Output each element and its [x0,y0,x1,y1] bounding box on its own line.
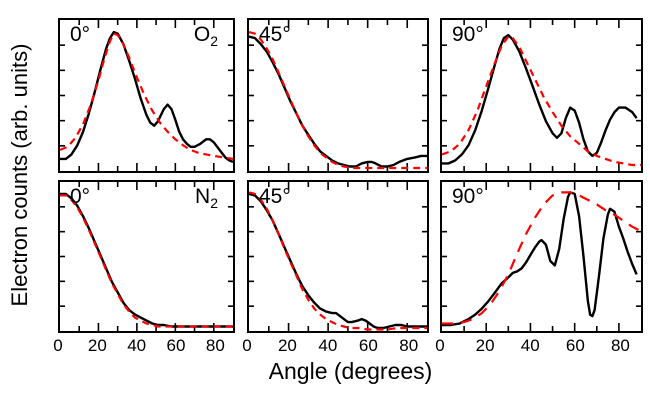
n2-0deg-theory-curve [60,194,233,328]
orientation-label: 45° [259,23,291,46]
orientation-label: 0° [70,23,91,46]
panel-o2-45deg: 45° [247,18,429,173]
plot-area-o2-0deg [60,20,233,171]
panel-n2-45deg: 45° [247,180,429,333]
orientation-label: 90° [452,185,484,208]
x-tick-label: 20 [475,336,495,355]
n2-45deg-theory-curve [249,191,427,331]
n2-90deg-experiment-curve [442,191,638,327]
plot-area-n2-90deg [442,182,641,331]
panel-n2-90deg: 90° [440,180,643,333]
plot-area-n2-0deg [60,182,233,331]
n2-0deg-experiment-curve [60,192,233,328]
x-tick-label: 40 [127,336,147,355]
n2-45deg-experiment-curve [249,192,427,330]
x-tick-label: 20 [87,336,107,355]
x-tick-labels-col2: 0 20 40 60 80 [242,336,429,355]
panel-o2-90deg: 90° [440,18,643,173]
x-tick-labels-col1: 0 20 40 60 80 [53,336,235,355]
o2-45deg-theory-curve [249,31,427,170]
plot-area-o2-90deg [442,20,641,171]
panel-n2-0deg: 0° N2 [58,180,235,333]
n2-90deg-theory-curve [442,191,641,325]
x-tick-label: 80 [205,336,225,355]
o2-0deg-experiment-curve [60,30,233,164]
o2-90deg-experiment-curve [442,33,638,165]
molecule-label: O2 [193,23,218,50]
molecule-label: N2 [195,185,218,212]
x-tick-label: 60 [358,336,378,355]
x-tick-label: 0 [435,336,445,355]
panel-o2-0deg: 0° O2 [58,18,235,173]
x-tick-labels-col3: 0 20 40 60 80 [435,336,643,355]
x-tick-label: 0 [242,336,252,355]
x-tick-label: 20 [277,336,297,355]
x-tick-label: 40 [318,336,338,355]
x-tick-label: 60 [565,336,585,355]
orientation-label: 0° [70,185,91,208]
x-tick-label: 0 [53,336,63,355]
x-tick-label: 80 [399,336,419,355]
x-tick-label: 40 [520,336,540,355]
x-tick-label: 80 [610,336,630,355]
x-tick-label: 60 [166,336,186,355]
o2-0deg-theory-curve [60,32,233,160]
o2-45deg-experiment-curve [249,35,427,168]
plot-area-o2-45deg [249,20,427,171]
orientation-label: 45° [259,185,291,208]
y-axis-label: Electron counts (arb. units) [7,43,32,307]
x-axis-label: Angle (degrees) [268,358,433,384]
o2-90deg-theory-curve [442,35,641,167]
orientation-label: 90° [452,23,484,46]
plot-area-n2-45deg [249,182,427,331]
